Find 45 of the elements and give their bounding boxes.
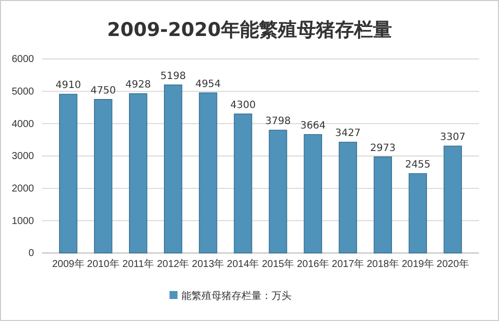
data-label: 2455: [405, 160, 431, 171]
bar: [234, 114, 252, 254]
y-tick-label: 6000: [12, 54, 34, 66]
y-tick-label: 4000: [12, 118, 34, 130]
bar: [129, 93, 148, 254]
data-label: 5198: [160, 70, 186, 82]
data-label: 4750: [90, 85, 116, 96]
x-tick-label: 2017年: [332, 258, 364, 270]
data-label: 4300: [230, 100, 256, 111]
y-tick-label: 2000: [12, 184, 34, 195]
data-label: 2973: [370, 142, 396, 154]
data-label: 4928: [125, 80, 151, 91]
data-label: 3427: [335, 128, 361, 140]
legend-label: 能繁殖母猪存栏量：万头: [182, 290, 292, 302]
bar: [268, 130, 288, 254]
bar: [444, 146, 462, 254]
x-tick-label: 2014年: [226, 258, 260, 270]
y-tick-label: 5000: [12, 86, 34, 98]
x-tick-label: 2009年: [52, 258, 84, 270]
bar: [374, 156, 392, 254]
data-label: 4910: [55, 80, 81, 92]
bar: [164, 84, 182, 254]
x-tick-label: 2011年: [122, 258, 154, 270]
x-tick-label: 2016年: [296, 258, 330, 270]
bar: [408, 173, 427, 254]
data-label: 3798: [265, 116, 291, 128]
data-label: 3664: [300, 120, 326, 132]
y-tick-label: 0: [28, 248, 34, 260]
y-tick-label: 3000: [12, 151, 34, 162]
data-label: 4954: [195, 78, 221, 90]
x-tick-label: 2020年: [436, 258, 469, 270]
bar: [198, 92, 218, 254]
x-tick-label: 2010年: [87, 258, 120, 270]
x-tick-label: 2012年: [156, 258, 190, 270]
bar: [338, 142, 358, 254]
x-tick-label: 2018年: [366, 258, 399, 270]
x-tick-label: 2019年: [402, 258, 434, 270]
chart-title: 2009-2020年能繁殖母猪存栏量: [107, 19, 392, 41]
x-tick-label: 2015年: [262, 258, 294, 270]
bar: [94, 99, 112, 254]
data-label: 3307: [440, 132, 466, 144]
bar: [304, 134, 322, 254]
bar: [59, 94, 78, 254]
y-tick-label: 1000: [12, 216, 34, 227]
x-tick-label: 2013年: [192, 258, 224, 270]
